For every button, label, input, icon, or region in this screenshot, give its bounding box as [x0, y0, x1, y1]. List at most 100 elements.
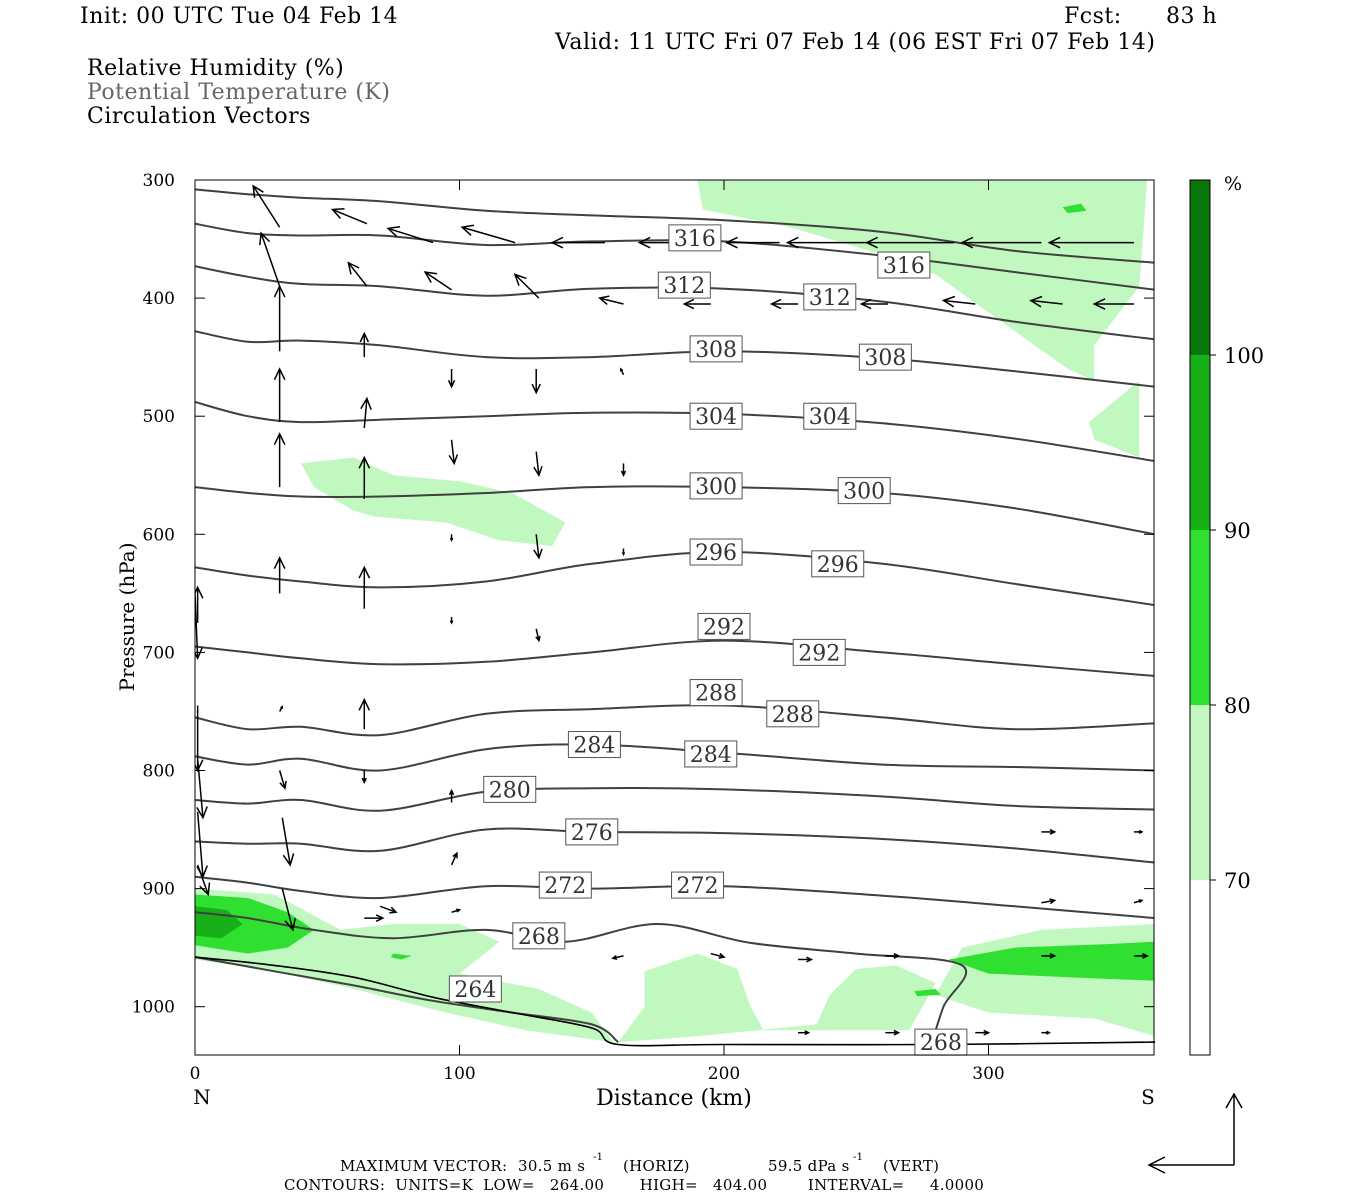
- theta-contour-300: [195, 485, 1154, 536]
- contour-label-box: [538, 871, 592, 899]
- relative-humidity-shading: [195, 180, 1154, 1043]
- circulation-vector: [273, 556, 286, 594]
- x-tick-label: 100: [443, 1064, 475, 1084]
- theta-contour-316: [195, 222, 1154, 291]
- vector-head: [620, 470, 627, 478]
- circulation-vector: [278, 770, 287, 790]
- contour-label: 288: [772, 703, 814, 728]
- contour-label-box: [766, 700, 820, 728]
- circulation-vector: [598, 295, 624, 305]
- circulation-vector: [533, 451, 543, 478]
- contour-label: 268: [920, 1031, 962, 1056]
- vector-head: [859, 298, 872, 310]
- contour-label-box: [565, 818, 619, 846]
- contour-label: 276: [571, 821, 613, 846]
- vector-head: [448, 454, 459, 466]
- contour-label-box: [657, 271, 711, 299]
- contour-label: 300: [843, 480, 885, 505]
- circulation-vector: [535, 628, 541, 643]
- vector-head: [359, 331, 370, 343]
- max-horizontal-value: 30.5 m s: [518, 1157, 586, 1175]
- contour-label: 292: [703, 615, 745, 640]
- vector-head: [448, 788, 455, 796]
- circulation-vector: [620, 367, 625, 376]
- circulation-vector: [358, 455, 371, 499]
- circulation-vector: [1092, 298, 1134, 310]
- vector-shaft: [1041, 899, 1055, 904]
- contour-label-box: [689, 472, 743, 500]
- circulation-vector: [252, 184, 281, 228]
- contour-label: 264: [454, 978, 496, 1003]
- y-tick-label: 400: [143, 289, 175, 309]
- contour-label-box: [689, 679, 743, 707]
- plot-frame: [194, 179, 1155, 1056]
- circulation-vector: [386, 225, 434, 244]
- circulation-vector: [710, 952, 726, 959]
- theta-contour-264: [195, 956, 619, 1043]
- contour-label-box: [512, 922, 566, 950]
- vector-head: [611, 955, 618, 961]
- circulation-vector: [859, 298, 888, 310]
- vector-shaft: [332, 208, 368, 225]
- circulation-vector: [1047, 236, 1134, 249]
- colorbar-unit: %: [1224, 173, 1242, 195]
- vector-shaft: [514, 273, 540, 299]
- vector-shaft: [196, 864, 209, 895]
- vector-head: [1047, 236, 1061, 249]
- circulation-vector: [451, 908, 462, 913]
- vector-shaft: [260, 232, 281, 287]
- contour-label: 292: [798, 641, 840, 666]
- vector-head: [637, 236, 651, 249]
- circulation-vector: [531, 368, 541, 395]
- x-tick-label: 200: [708, 1064, 740, 1084]
- circulation-vector: [460, 224, 516, 244]
- circulation-vector: [259, 231, 281, 287]
- circulation-vector: [621, 548, 626, 557]
- vector-head: [273, 556, 286, 570]
- vector-head: [682, 298, 695, 310]
- colorbar-label: 90: [1224, 519, 1251, 543]
- theta-contour-320: [195, 188, 1154, 264]
- contour-label: 312: [809, 286, 851, 311]
- vector-head: [195, 647, 204, 661]
- vector-head: [386, 225, 401, 238]
- circulation-vector: [447, 368, 456, 389]
- circulation-vector: [273, 284, 286, 352]
- vector-head: [460, 224, 475, 236]
- vector-head: [282, 853, 295, 867]
- contour-label-box: [689, 335, 743, 363]
- circulation-vector: [1029, 295, 1063, 308]
- vector-shaft: [252, 185, 281, 228]
- potential-temperature-contours: [195, 188, 1154, 1049]
- theta-contour-276: [195, 827, 1154, 864]
- vector-shaft: [599, 297, 624, 305]
- contour-label: 304: [695, 405, 737, 430]
- contour-label-box: [811, 550, 865, 578]
- vector-head: [360, 396, 372, 410]
- circulation-vector: [682, 298, 711, 310]
- circulation-vector: [330, 208, 368, 225]
- vector-head: [389, 906, 398, 914]
- contour-label: 296: [695, 541, 737, 566]
- vector-head: [452, 851, 458, 859]
- vector-head: [375, 914, 385, 922]
- vector-head: [893, 952, 901, 959]
- scale-vector-legend: [1147, 1092, 1243, 1174]
- vector-head: [347, 261, 360, 275]
- contour-label-box: [689, 538, 743, 566]
- contour-label: 308: [695, 338, 737, 363]
- vector-shaft: [943, 299, 976, 305]
- forecast-hours: 83 h: [1166, 4, 1218, 29]
- contour-label: 288: [695, 682, 737, 707]
- theta-contour-312: [195, 265, 1154, 341]
- theta-contour-292: [195, 639, 1154, 677]
- circulation-vector: [281, 888, 296, 932]
- circulation-vector: [195, 585, 204, 623]
- vector-head: [535, 635, 541, 643]
- contour-label-box: [483, 775, 537, 803]
- vector-head: [1138, 829, 1144, 834]
- axes: 300 400 500 600 700 800 900 1000 0 100 200 300 Dista…: [115, 171, 1155, 1111]
- vector-head: [533, 548, 543, 560]
- vector-shaft: [535, 628, 540, 641]
